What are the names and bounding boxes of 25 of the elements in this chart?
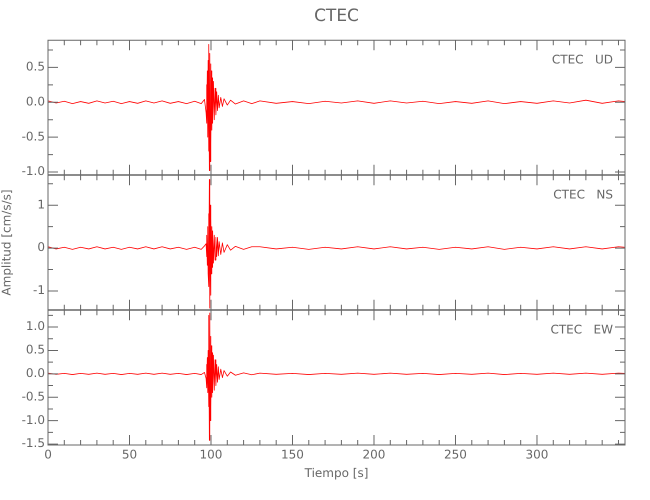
y-tick-label: 0 (37, 240, 45, 254)
y-tick-label: 1 (37, 197, 45, 212)
x-tick-label: 200 (362, 447, 386, 462)
x-tick-label: 250 (444, 447, 467, 462)
y-tick-label: 1.0 (26, 319, 45, 334)
x-tick-label: 100 (200, 447, 222, 462)
x-axis-title: Tiempo [s] (304, 466, 368, 480)
y-tick-label: -0.5 (22, 389, 45, 404)
x-tick-label: 150 (281, 447, 304, 462)
y-tick-label: 0.0 (26, 94, 45, 108)
y-tick-label: -1 (33, 283, 45, 298)
annotation: CTEC EW (550, 322, 614, 336)
annotation: CTEC UD (552, 52, 613, 66)
x-tick-label: 50 (122, 447, 138, 462)
x-tick-label: 300 (526, 447, 548, 462)
y-tick-label: 0.5 (26, 342, 45, 357)
y-tick-label: -1.0 (22, 412, 45, 427)
y-tick-label: 0.5 (26, 60, 45, 74)
y-axis-title: Amplitud [cm/s/s] (0, 189, 14, 296)
y-tick-label: -0.5 (22, 129, 45, 144)
y-tick-label: -1.0 (22, 164, 45, 178)
chart-title: CTEC (313, 6, 360, 26)
annotation: CTEC NS (553, 187, 613, 202)
y-tick-label: -1.5 (22, 436, 45, 450)
y-tick-label: 0.0 (26, 366, 45, 380)
